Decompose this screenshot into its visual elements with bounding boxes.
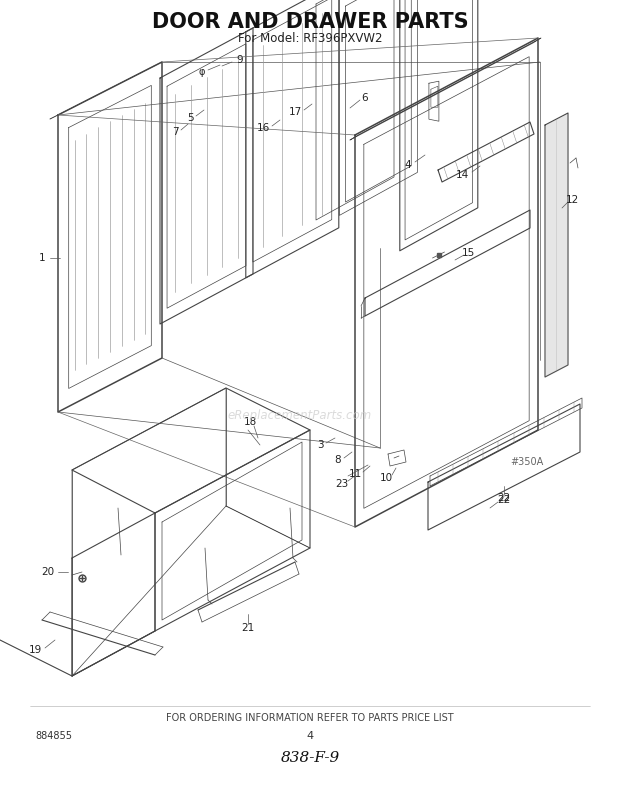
Text: 8: 8 [335, 455, 342, 465]
Text: 22: 22 [497, 493, 511, 503]
Text: FOR ORDERING INFORMATION REFER TO PARTS PRICE LIST: FOR ORDERING INFORMATION REFER TO PARTS … [166, 713, 454, 723]
Text: 5: 5 [187, 113, 193, 123]
Text: 23: 23 [335, 479, 348, 489]
Text: 11: 11 [348, 469, 361, 479]
Text: 12: 12 [565, 195, 578, 205]
Text: 18: 18 [244, 417, 257, 427]
Text: 4: 4 [405, 160, 411, 170]
Text: φ: φ [199, 67, 205, 77]
Text: 7: 7 [172, 127, 179, 137]
Text: 6: 6 [361, 93, 368, 103]
Text: For Model: RF396PXVW2: For Model: RF396PXVW2 [237, 31, 383, 45]
Text: 884855: 884855 [35, 731, 72, 741]
Text: #350A: #350A [510, 457, 543, 467]
Text: 16: 16 [257, 123, 270, 133]
Text: 15: 15 [461, 248, 475, 258]
Text: DOOR AND DRAWER PARTS: DOOR AND DRAWER PARTS [152, 12, 468, 32]
Text: 22: 22 [497, 495, 511, 505]
Text: 14: 14 [455, 170, 469, 180]
Text: eReplacementParts.com: eReplacementParts.com [228, 409, 372, 421]
Text: 19: 19 [29, 645, 42, 655]
Text: 10: 10 [379, 473, 392, 483]
Text: 21: 21 [241, 623, 255, 633]
Text: 4: 4 [306, 731, 314, 741]
Text: 9: 9 [237, 55, 243, 65]
Text: 3: 3 [317, 440, 323, 450]
Text: 838-F-9: 838-F-9 [280, 751, 340, 765]
Text: 1: 1 [38, 253, 45, 263]
Text: 17: 17 [288, 107, 301, 117]
Text: 20: 20 [42, 567, 55, 577]
